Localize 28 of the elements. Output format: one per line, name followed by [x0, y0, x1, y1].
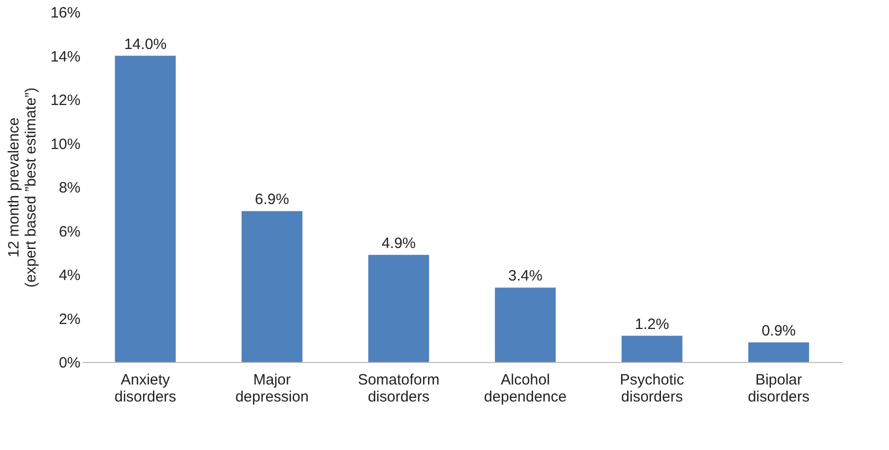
- x-tick-label: Somatoform disorders: [358, 372, 440, 406]
- x-tick-label: Alcohol dependence: [484, 372, 567, 406]
- y-tick-label: 6%: [58, 223, 80, 240]
- bar: [114, 56, 176, 362]
- bar: [368, 254, 430, 362]
- data-label: 3.4%: [508, 268, 542, 285]
- bar: [622, 336, 682, 362]
- x-tick-label: Major depression: [235, 372, 309, 406]
- y-tick-label: 0%: [58, 354, 80, 372]
- bar: [494, 288, 556, 362]
- y-tick-label: 16%: [50, 4, 80, 22]
- x-tick-label: Bipolar disorders: [748, 372, 810, 406]
- data-label: 6.9%: [254, 191, 290, 208]
- x-tick-label: Psychotic disorders: [620, 372, 685, 406]
- y-tick-label: 14%: [50, 48, 80, 66]
- x-tick-label: Anxiety disorders: [114, 372, 176, 406]
- y-tick-label: 10%: [50, 136, 80, 153]
- y-axis-title: 12 month prevalence (expert based ”best estimate”): [5, 87, 40, 288]
- data-label: 0.9%: [762, 322, 796, 340]
- y-tick-label: 12%: [50, 92, 80, 109]
- y-tick-label: 2%: [58, 310, 80, 328]
- y-tick-label: 4%: [58, 267, 80, 284]
- y-tick-label: 8%: [58, 180, 80, 196]
- bar: [748, 342, 810, 362]
- data-label: 4.9%: [382, 234, 416, 252]
- bar: [242, 211, 302, 362]
- data-label: 1.2%: [634, 316, 670, 333]
- data-label: 14.0%: [124, 36, 167, 53]
